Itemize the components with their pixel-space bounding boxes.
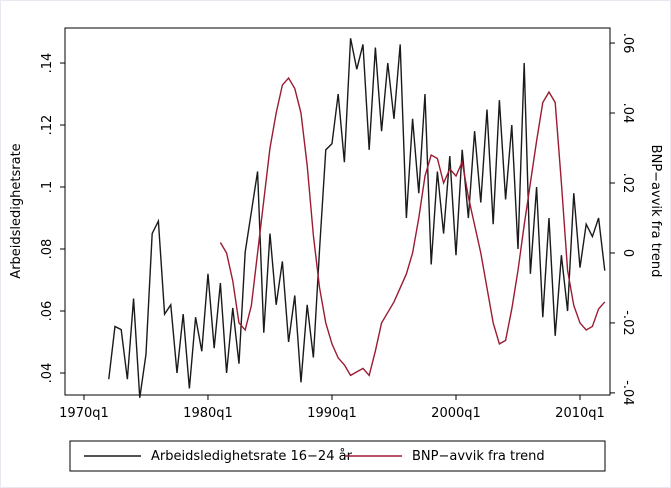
- x-tick-label: 1980q1: [183, 406, 233, 421]
- y-tick-label: .1: [40, 181, 55, 193]
- y2-tick-label: .04: [620, 103, 635, 124]
- x-tick-label: 1970q1: [59, 406, 109, 421]
- y2-tick-label: -.02: [620, 310, 635, 335]
- y2-tick-label: .02: [620, 173, 635, 194]
- y-tick-label: .08: [40, 239, 55, 260]
- x-tick-label: 1990q1: [307, 406, 357, 421]
- y2-tick-label: -.04: [620, 380, 635, 405]
- legend-label: Arbeidsledighetsrate 16−24 år: [151, 449, 353, 464]
- y-tick-label: .04: [40, 363, 55, 384]
- y-tick-label: .12: [40, 115, 55, 136]
- data-line: [219, 76, 606, 377]
- data-line: [108, 38, 606, 398]
- y2-axis-title: BNP−avvik fra trend: [648, 145, 663, 278]
- x-tick-label: 2000q1: [431, 406, 481, 421]
- y-tick-label: .06: [40, 301, 55, 322]
- y-axis-title: Arbeidsledighetsrate: [9, 143, 24, 278]
- y-tick-label: .14: [40, 53, 55, 74]
- legend-label: BNP−avvik fra trend: [412, 449, 545, 464]
- x-tick-label: 2010q1: [555, 406, 605, 421]
- y2-tick-label: 0: [620, 249, 635, 257]
- y2-tick-label: .06: [620, 33, 635, 54]
- legend: [69, 440, 606, 472]
